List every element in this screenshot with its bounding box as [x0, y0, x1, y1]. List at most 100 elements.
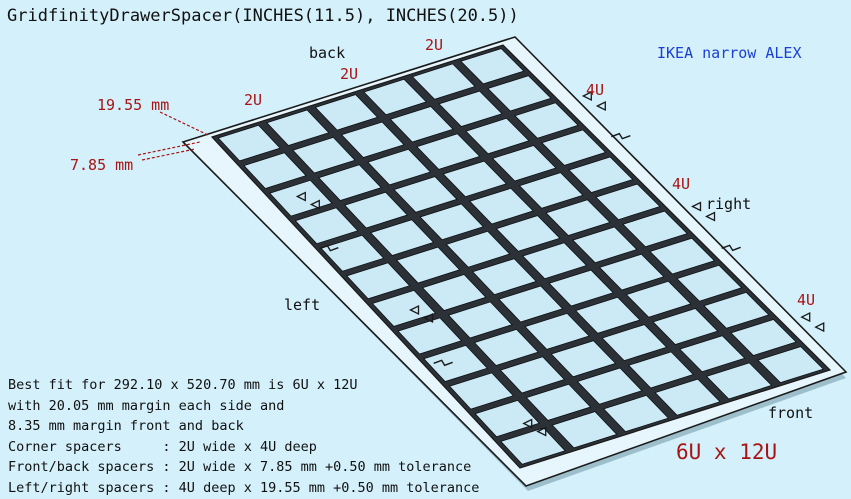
bin-cell	[346, 262, 411, 300]
bin-cell	[487, 75, 552, 112]
bin-cell	[320, 234, 385, 272]
bin-cell	[654, 378, 721, 416]
side-spacer-depth-dimension: 19.55 mm	[97, 96, 170, 114]
bin-cell	[317, 164, 382, 201]
bin-grid	[210, 44, 832, 469]
spacer-arrow-marker	[595, 100, 606, 112]
bin-cell	[576, 367, 643, 405]
bin-cell	[393, 176, 458, 213]
bin-cell	[595, 183, 661, 221]
bin-cell	[548, 269, 614, 307]
dimension-leaders	[137, 111, 209, 161]
right-spacer-depth-label: 4U	[797, 291, 816, 309]
bin-cell	[343, 191, 409, 229]
bin-cell	[363, 78, 428, 116]
side-label-front: front	[768, 404, 814, 422]
bin-cell	[541, 129, 607, 166]
spacer-arrow-marker	[800, 312, 811, 323]
bin-cell	[292, 136, 356, 174]
bin-cell	[474, 399, 540, 438]
bin-cell	[622, 210, 688, 248]
bin-cell	[243, 152, 307, 189]
bin-cell	[294, 207, 359, 245]
spacer-arrow-marker	[705, 211, 716, 222]
spacer-arrow-marker	[522, 418, 533, 429]
back-spacer-width-label: 2U	[425, 36, 444, 54]
fit-notes: Best fit for 292.10 x 520.70 mm is 6U x …	[8, 375, 479, 499]
bin-cell	[545, 199, 611, 236]
bin-cell	[625, 280, 692, 318]
bin-cell	[491, 145, 557, 182]
back-spacer-width-label: 2U	[244, 91, 263, 109]
bin-cell	[395, 246, 461, 284]
bin-cell	[469, 187, 534, 225]
spacer-arrow-marker	[309, 199, 320, 210]
bin-cell	[514, 102, 579, 139]
spacer-markers	[295, 90, 825, 437]
bin-cell	[217, 124, 281, 162]
right-spacer-depth-label: 4U	[672, 175, 691, 193]
spacer-arrow-marker	[814, 322, 825, 333]
bin-cell	[314, 94, 379, 131]
spacer-arrow-marker	[295, 191, 306, 202]
bin-cell	[705, 362, 773, 400]
bin-cell	[419, 203, 485, 241]
note-line: Corner spacers : 2U wide x 4U deep	[8, 438, 317, 455]
note-line: Front/back spacers : 2U wide x 7.85 mm +…	[8, 459, 472, 476]
spacer-seam	[721, 244, 741, 252]
bin-cell	[423, 344, 489, 382]
bin-cell	[730, 319, 797, 356]
code-title: GridfinityDrawerSpacer(INCHES(11.5), INC…	[7, 6, 519, 26]
spacer-arrow-marker	[409, 304, 420, 316]
bin-cell	[574, 296, 641, 334]
spacer-arrow-marker	[581, 90, 592, 102]
side-label-right: right	[706, 195, 752, 213]
bin-cell	[757, 346, 825, 384]
bin-cell	[598, 253, 665, 291]
bin-cell	[524, 312, 590, 350]
bin-cell	[572, 226, 638, 264]
bin-cell	[411, 63, 476, 100]
bin-cell	[442, 160, 508, 198]
bin-cell	[460, 48, 525, 85]
side-label-back: back	[309, 44, 346, 62]
bin-cell	[495, 215, 561, 252]
dimension-leader	[137, 141, 201, 156]
front-spacer-depth-dimension: 7.85 mm	[70, 156, 134, 174]
bin-cell	[465, 117, 530, 155]
bin-cell	[447, 301, 513, 339]
bin-cell	[627, 351, 695, 389]
grid-size-label: 6U x 12U	[676, 440, 778, 464]
bin-cell	[649, 237, 716, 275]
spacer-arrow-marker	[423, 312, 434, 324]
bin-cell	[471, 258, 537, 296]
drawer-model-label: IKEA narrow ALEX	[657, 44, 802, 62]
spacer-arrow-marker	[536, 426, 547, 437]
bin-cell	[498, 285, 564, 323]
bin-cell	[676, 264, 743, 302]
dimension-leader	[159, 111, 209, 136]
bin-cell	[602, 394, 670, 433]
bin-cell	[499, 356, 566, 394]
bin-cell	[522, 242, 588, 280]
bin-cell	[389, 106, 454, 143]
bin-cell	[703, 291, 770, 329]
bin-cell	[371, 289, 437, 327]
note-line: with 20.05 mm margin each side and	[8, 397, 285, 414]
bin-cell	[266, 109, 330, 146]
spacer-seam	[611, 132, 631, 140]
back-spacer-width-label: 2U	[340, 65, 359, 83]
bin-cell	[679, 335, 746, 373]
spacer-arrow-marker	[691, 201, 702, 212]
bin-cell	[601, 324, 668, 362]
bin-cell	[369, 219, 435, 256]
bin-cell	[473, 328, 539, 366]
bin-cell	[550, 340, 617, 378]
side-label-left: left	[284, 296, 321, 314]
bin-cell	[518, 172, 584, 209]
note-line: Left/right spacers : 4U deep x 19.55 mm …	[8, 479, 480, 496]
note-line: Best fit for 292.10 x 520.70 mm is 6U x …	[8, 377, 358, 393]
bin-cell	[500, 427, 566, 465]
bin-cell	[652, 308, 719, 345]
